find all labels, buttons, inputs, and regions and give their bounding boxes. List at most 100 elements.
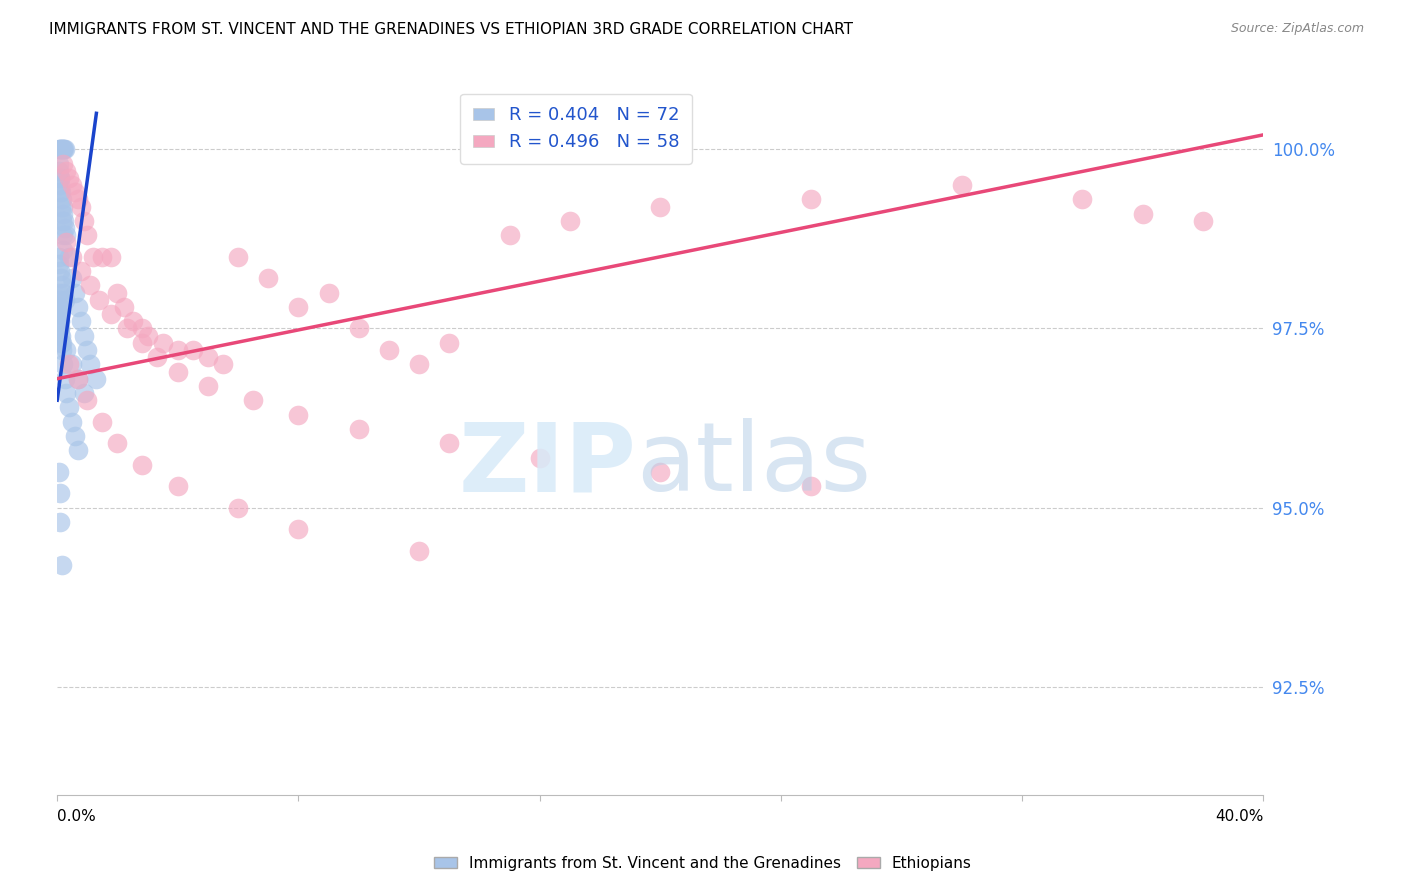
Point	[131, 335, 153, 350]
Point	[48, 163, 70, 178]
Text: ZIP: ZIP	[458, 418, 636, 511]
Point	[52, 285, 75, 300]
Point	[48, 300, 70, 314]
Point	[347, 422, 370, 436]
Point	[58, 357, 80, 371]
Point	[51, 214, 73, 228]
Point	[91, 415, 114, 429]
Point	[52, 156, 75, 170]
Point	[1192, 214, 1215, 228]
Point	[53, 142, 76, 156]
Point	[49, 515, 72, 529]
Point	[950, 178, 973, 192]
Point	[60, 357, 83, 371]
Legend: R = 0.404   N = 72, R = 0.496   N = 58: R = 0.404 N = 72, R = 0.496 N = 58	[460, 94, 692, 164]
Point	[60, 178, 83, 192]
Point	[49, 200, 72, 214]
Point	[257, 271, 280, 285]
Point	[60, 271, 83, 285]
Point	[48, 314, 70, 328]
Text: 40.0%: 40.0%	[1215, 809, 1264, 824]
Point	[226, 250, 249, 264]
Point	[800, 193, 823, 207]
Point	[347, 321, 370, 335]
Point	[529, 450, 551, 465]
Point	[49, 185, 72, 199]
Point	[100, 250, 122, 264]
Point	[55, 163, 77, 178]
Point	[67, 300, 90, 314]
Point	[73, 328, 96, 343]
Point	[67, 443, 90, 458]
Point	[48, 142, 70, 156]
Point	[48, 156, 70, 170]
Point	[65, 185, 87, 199]
Point	[51, 335, 73, 350]
Point	[1071, 193, 1094, 207]
Point	[51, 142, 73, 156]
Point	[48, 300, 70, 314]
Point	[48, 257, 70, 271]
Point	[52, 142, 75, 156]
Point	[408, 544, 430, 558]
Point	[58, 250, 80, 264]
Point	[49, 271, 72, 285]
Point	[48, 293, 70, 307]
Point	[53, 293, 76, 307]
Point	[89, 293, 111, 307]
Point	[49, 142, 72, 156]
Point	[65, 429, 87, 443]
Point	[49, 185, 72, 199]
Point	[60, 250, 83, 264]
Point	[107, 285, 129, 300]
Point	[48, 285, 70, 300]
Point	[48, 465, 70, 479]
Point	[197, 379, 219, 393]
Point	[55, 386, 77, 401]
Point	[378, 343, 401, 357]
Point	[76, 343, 98, 357]
Point	[1132, 207, 1154, 221]
Point	[65, 285, 87, 300]
Point	[76, 228, 98, 243]
Point	[318, 285, 340, 300]
Point	[437, 436, 460, 450]
Point	[131, 458, 153, 472]
Point	[49, 321, 72, 335]
Point	[79, 278, 101, 293]
Point	[136, 328, 159, 343]
Point	[408, 357, 430, 371]
Point	[53, 221, 76, 235]
Text: 0.0%: 0.0%	[58, 809, 96, 824]
Point	[51, 278, 73, 293]
Point	[121, 314, 143, 328]
Point	[67, 193, 90, 207]
Point	[166, 479, 188, 493]
Point	[48, 307, 70, 321]
Point	[55, 228, 77, 243]
Point	[287, 408, 309, 422]
Point	[67, 372, 90, 386]
Point	[107, 436, 129, 450]
Point	[49, 335, 72, 350]
Point	[145, 350, 167, 364]
Point	[82, 250, 104, 264]
Point	[100, 307, 122, 321]
Point	[51, 558, 73, 573]
Point	[131, 321, 153, 335]
Point	[52, 142, 75, 156]
Point	[55, 235, 77, 250]
Text: Source: ZipAtlas.com: Source: ZipAtlas.com	[1230, 22, 1364, 36]
Point	[498, 228, 520, 243]
Legend: Immigrants from St. Vincent and the Grenadines, Ethiopians: Immigrants from St. Vincent and the Gren…	[429, 850, 977, 877]
Point	[49, 314, 72, 328]
Point	[212, 357, 235, 371]
Point	[166, 365, 188, 379]
Point	[49, 328, 72, 343]
Point	[53, 372, 76, 386]
Point	[48, 486, 70, 500]
Point	[558, 214, 581, 228]
Point	[287, 522, 309, 536]
Point	[60, 415, 83, 429]
Point	[197, 350, 219, 364]
